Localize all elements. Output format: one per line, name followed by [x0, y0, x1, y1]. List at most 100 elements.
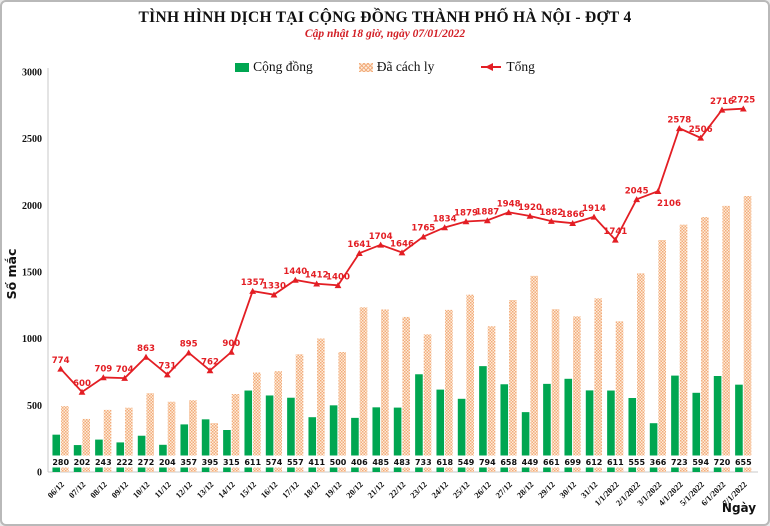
quarantine-bar — [82, 418, 90, 472]
community-bar — [457, 398, 466, 472]
total-value-label: 774 — [52, 356, 70, 366]
community-bar-value: 222 — [116, 458, 133, 467]
bar-value-box — [178, 455, 199, 468]
community-bar — [628, 398, 637, 472]
community-bar-value: 574 — [266, 458, 283, 467]
quarantine-bar — [573, 316, 581, 472]
quarantine-bar — [295, 354, 304, 472]
x-tick-label: 29/12 — [536, 479, 557, 500]
x-tick-label: 24/12 — [429, 479, 450, 500]
community-bar-value: 449 — [522, 458, 539, 467]
total-point-marker — [398, 249, 406, 256]
community-bar — [564, 378, 573, 472]
total-point-marker — [206, 367, 214, 374]
bar-value-box — [584, 455, 604, 468]
total-value-label: 2578 — [667, 115, 691, 125]
total-point-marker — [78, 388, 86, 395]
community-bar — [137, 435, 146, 472]
y-axis-title: Số mắc — [4, 249, 19, 300]
community-bar-value: 723 — [671, 458, 688, 467]
total-point-marker — [547, 217, 555, 224]
total-value-label: 704 — [116, 365, 134, 375]
bar-value-box — [392, 455, 412, 468]
total-value-label: 2725 — [731, 96, 755, 106]
community-bar-value: 661 — [543, 458, 560, 467]
bar-value-box — [200, 455, 220, 468]
community-bar-value: 315 — [223, 458, 240, 467]
legend-item-community: Cộng đồng — [235, 59, 313, 75]
bar-value-box — [456, 455, 476, 468]
legend-label-community: Cộng đồng — [253, 59, 313, 74]
total-value-label: 1641 — [347, 240, 371, 250]
x-tick-label: 08/12 — [88, 479, 109, 500]
community-bar — [244, 390, 253, 472]
quarantine-bar — [658, 240, 666, 472]
bar-value-box — [370, 455, 391, 468]
community-bar — [415, 374, 423, 472]
bar-value-box — [562, 455, 583, 468]
community-bar-value: 272 — [138, 458, 155, 467]
community-bar — [500, 384, 509, 472]
quarantine-bar — [466, 294, 474, 472]
total-value-label: 2506 — [689, 125, 713, 135]
x-axis-title: Ngày — [722, 501, 756, 515]
community-bar-value: 366 — [650, 458, 667, 467]
total-point-marker — [163, 371, 171, 378]
community-bar — [479, 366, 487, 472]
community-bar — [543, 383, 551, 472]
bar-value-box — [328, 455, 348, 468]
bar-value-box — [242, 455, 263, 468]
total-value-label: 1330 — [262, 282, 286, 292]
community-bar-value: 557 — [287, 458, 304, 467]
chart-title: TÌNH HÌNH DỊCH TẠI CỘNG ĐỒNG THÀNH PHỐ H… — [138, 9, 632, 26]
total-value-label: 709 — [94, 364, 112, 374]
bar-value-box — [136, 455, 156, 468]
x-tick-label: 17/12 — [280, 479, 301, 500]
total-value-label: 1914 — [582, 204, 606, 214]
quarantine-bar — [167, 401, 176, 472]
community-bar-value: 733 — [415, 458, 432, 467]
x-tick-label: 07/12 — [67, 479, 88, 500]
bar-value-box — [626, 455, 647, 468]
quarantine-bar — [338, 352, 346, 472]
x-tick-label: 16/12 — [259, 479, 280, 500]
total-value-label: 1765 — [411, 224, 435, 234]
community-bar — [436, 389, 445, 472]
quarantine-bar — [125, 407, 133, 472]
x-tick-label: 09/12 — [109, 479, 130, 500]
quarantine-bar — [253, 372, 261, 472]
community-bar-value: 699 — [564, 458, 581, 467]
total-point-marker — [313, 280, 321, 287]
x-tick-label: 26/12 — [472, 479, 493, 500]
bar-value-box — [434, 455, 455, 468]
total-point-marker — [611, 236, 619, 243]
total-point-marker — [483, 217, 491, 224]
bar-value-box — [306, 455, 327, 468]
total-value-label: 2106 — [657, 199, 681, 209]
bar-value-box — [157, 455, 178, 468]
community-bar-value: 357 — [180, 458, 197, 467]
legend-label-total: Tổng — [506, 59, 535, 74]
y-tick-label: 1500 — [22, 268, 42, 279]
quarantine-bar — [423, 334, 432, 472]
total-point-marker — [675, 125, 683, 132]
bar-value-box — [669, 455, 690, 468]
total-value-label: 2716 — [710, 97, 734, 107]
total-point-marker — [462, 218, 470, 225]
bar-value-box — [520, 455, 540, 468]
total-value-label: 863 — [137, 344, 155, 354]
x-tick-label: 20/12 — [344, 479, 365, 500]
bar-value-box — [648, 455, 668, 468]
x-tick-label: 23/12 — [408, 479, 429, 500]
total-value-label: 1834 — [433, 214, 457, 224]
total-line-marker-icon — [481, 63, 502, 71]
x-tick-label: 18/12 — [301, 479, 322, 500]
total-point-marker — [419, 233, 427, 240]
community-bar — [521, 412, 530, 472]
total-value-label: 2045 — [625, 186, 649, 196]
quarantine-bar — [61, 406, 69, 472]
x-tick-label: 28/12 — [515, 479, 536, 500]
community-bar — [265, 395, 274, 472]
community-bar — [201, 419, 210, 472]
